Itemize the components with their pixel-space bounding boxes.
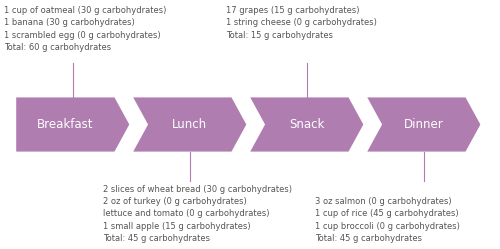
Text: Snack: Snack <box>289 118 324 131</box>
Text: 1 cup of oatmeal (30 g carbohydrates)
1 banana (30 g carbohydrates)
1 scrambled : 1 cup of oatmeal (30 g carbohydrates) 1 … <box>4 6 166 52</box>
Text: 17 grapes (15 g carbohydrates)
1 string cheese (0 g carbohydrates)
Total: 15 g c: 17 grapes (15 g carbohydrates) 1 string … <box>226 6 377 40</box>
Text: 3 oz salmon (0 g carbohydrates)
1 cup of rice (45 g carbohydrates)
1 cup broccol: 3 oz salmon (0 g carbohydrates) 1 cup of… <box>315 197 460 243</box>
Polygon shape <box>250 97 364 152</box>
Text: Dinner: Dinner <box>404 118 444 131</box>
Text: Breakfast: Breakfast <box>37 118 94 131</box>
Polygon shape <box>133 97 246 152</box>
Polygon shape <box>16 97 130 152</box>
Text: Lunch: Lunch <box>172 118 208 131</box>
Text: 2 slices of wheat bread (30 g carbohydrates)
2 oz of turkey (0 g carbohydrates)
: 2 slices of wheat bread (30 g carbohydra… <box>102 185 292 243</box>
Polygon shape <box>368 97 480 152</box>
